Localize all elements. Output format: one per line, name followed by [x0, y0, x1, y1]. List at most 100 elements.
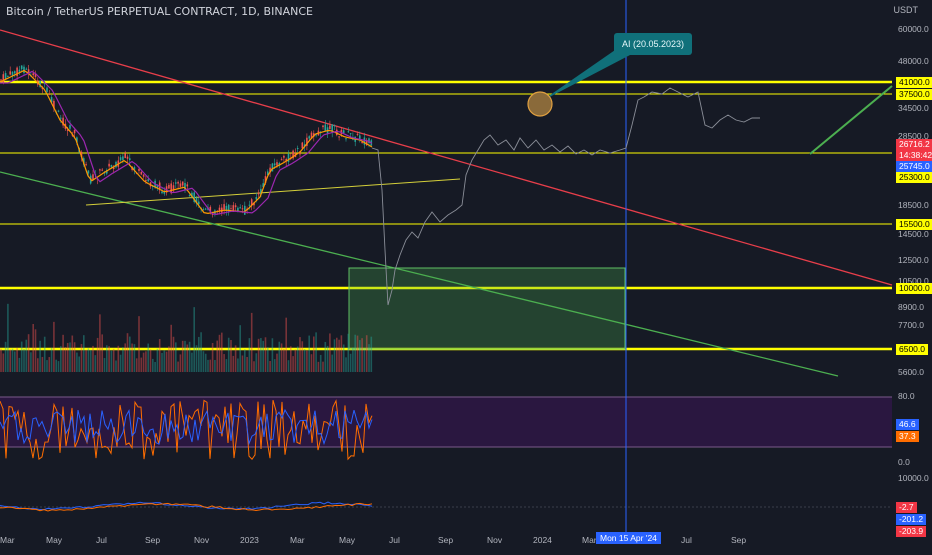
volume-bar: [198, 336, 200, 372]
volume-bar: [69, 342, 71, 372]
volume-bar: [276, 353, 278, 372]
candle-body: [195, 197, 198, 204]
volume-bar: [227, 337, 230, 372]
candle-body: [101, 169, 103, 171]
candle-body: [76, 137, 78, 143]
candle-body: [18, 69, 21, 72]
volume-bar: [269, 360, 271, 372]
volume-bar: [280, 343, 283, 372]
volume-bar: [89, 350, 92, 372]
candle-body: [87, 170, 90, 174]
candle-body: [308, 136, 310, 139]
candle-body: [230, 208, 232, 210]
axis-price-label: 5600.0: [898, 367, 924, 377]
candle-body: [92, 174, 94, 181]
volume-bar: [290, 346, 292, 372]
candle-body: [241, 208, 244, 210]
candle-body: [140, 171, 143, 175]
candle-body: [296, 148, 299, 150]
volume-bar: [193, 307, 195, 372]
candle-body: [356, 133, 359, 135]
candle-body: [306, 137, 308, 146]
candle-body: [310, 132, 313, 139]
volume-bar: [225, 359, 228, 372]
candle-body: [163, 191, 166, 194]
candle-body: [16, 67, 18, 77]
volume-bar: [326, 345, 329, 372]
volume-bar: [60, 346, 62, 372]
axis-time-label: 2023: [240, 535, 259, 545]
candle-body: [191, 192, 193, 198]
candle-body: [299, 151, 301, 155]
axis-price-label: 10500.0: [898, 276, 929, 286]
candle-body: [365, 140, 368, 146]
volume-bar: [14, 351, 16, 372]
volume-bar: [179, 354, 182, 372]
target-zone-box: [348, 267, 626, 350]
candle-body: [188, 195, 191, 197]
volume-bar: [73, 342, 76, 372]
volume-bar: [191, 352, 193, 372]
volume-bar: [188, 341, 191, 372]
volume-bar: [244, 349, 246, 372]
volume-bar: [342, 344, 345, 372]
candle-body: [347, 131, 350, 133]
axis-time-label: Mar: [582, 535, 597, 545]
annotation-label[interactable]: AI (20.05.2023): [614, 33, 693, 55]
volume-bar: [273, 359, 276, 372]
volume-bar: [124, 343, 126, 372]
volume-bar: [349, 353, 352, 372]
volume-bar: [338, 339, 340, 372]
volume-bar: [156, 348, 159, 372]
volume-bar: [186, 344, 189, 372]
volume-bar: [158, 339, 161, 372]
candle-body: [60, 117, 62, 119]
candle-body: [110, 165, 113, 168]
volume-bar: [62, 334, 64, 372]
volume-bar: [78, 356, 80, 372]
candle-body: [333, 125, 336, 127]
volume-bar: [356, 335, 359, 372]
candle-body: [262, 183, 264, 188]
candle-body: [147, 179, 149, 182]
candle-body: [124, 153, 126, 159]
volume-bar: [195, 345, 198, 372]
candle-body: [142, 174, 145, 177]
candle-body: [368, 138, 370, 144]
candle-body: [209, 206, 212, 212]
volume-bar: [101, 334, 103, 372]
volume-bar: [96, 337, 99, 372]
volume-bar: [85, 349, 87, 372]
volume-bar: [322, 361, 324, 372]
candle-body: [225, 205, 228, 211]
candle-body: [234, 205, 237, 208]
volume-bar: [168, 346, 170, 372]
volume-bar: [76, 352, 78, 372]
volume-bar: [202, 351, 205, 372]
candle-body: [129, 158, 131, 160]
volume-bar: [184, 340, 186, 372]
volume-bar: [165, 351, 168, 372]
axis-price-label: 18500.0: [898, 200, 929, 210]
volume-bar: [315, 332, 317, 372]
candle-body: [184, 183, 186, 190]
candle-body: [204, 208, 207, 210]
volume-bar: [204, 353, 207, 372]
candle-body: [313, 133, 315, 137]
volume-bar: [246, 356, 248, 372]
volume-bar: [317, 361, 320, 372]
volume-bar: [18, 357, 21, 372]
volume-bar: [87, 348, 90, 372]
candle-body: [9, 71, 11, 75]
candle-body: [39, 80, 41, 88]
axis-time-label: Mar: [0, 535, 15, 545]
volume-bar: [117, 345, 120, 372]
candle-body: [331, 124, 333, 133]
volume-bar: [308, 335, 310, 372]
candle-body: [338, 136, 340, 138]
candle-body: [126, 156, 129, 159]
volume-bar: [2, 353, 5, 372]
axis-time-label: May: [339, 535, 356, 545]
